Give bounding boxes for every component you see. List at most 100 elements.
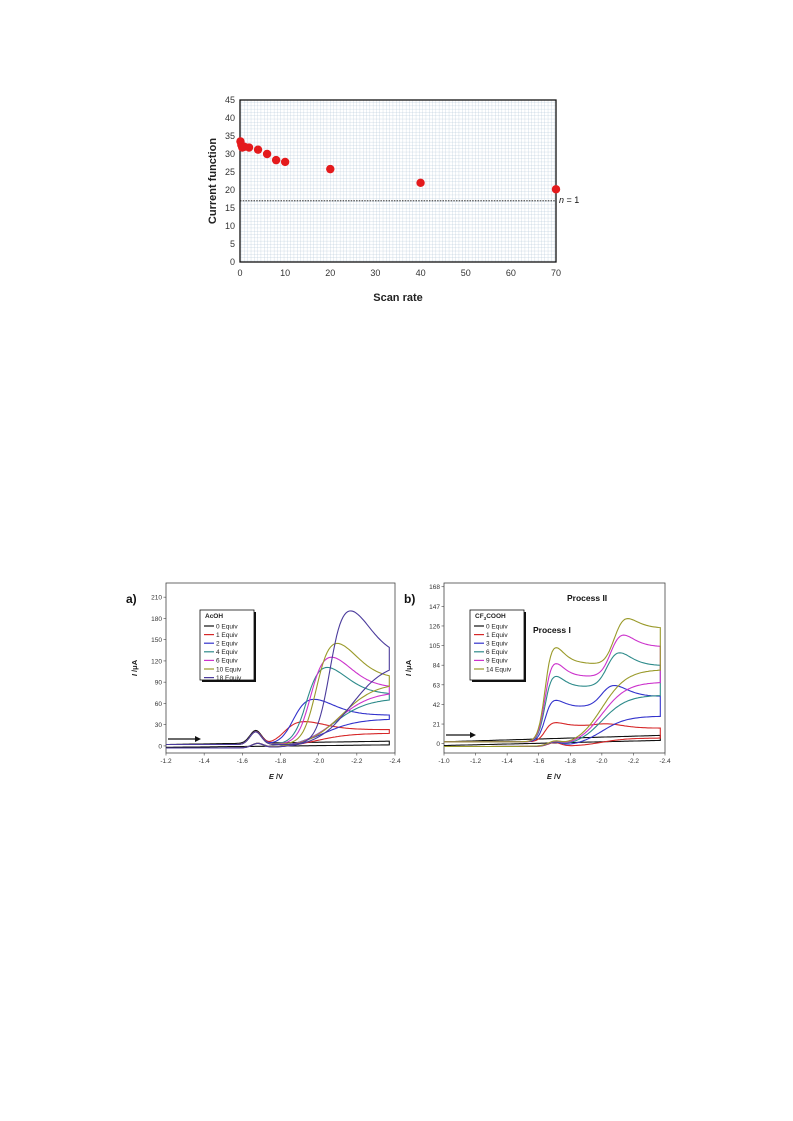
process-i-label: Process I bbox=[533, 625, 571, 635]
panel-a-x-axis-title: E /V bbox=[269, 772, 283, 781]
data-point bbox=[280, 157, 290, 167]
x-tick-label: -1.6 bbox=[237, 758, 249, 765]
panel-b-label: b) bbox=[404, 592, 415, 606]
x-tick-label: -2.0 bbox=[313, 758, 325, 765]
legend-entry: 9 Equiv bbox=[486, 658, 508, 665]
panel-b-y-ticks: 0 21 42 63 84 105 126 147 168 bbox=[429, 584, 444, 748]
y-tick-label: 105 bbox=[429, 643, 440, 650]
y-tick-label: 60 bbox=[155, 701, 163, 708]
y-tick-label: 0 bbox=[436, 741, 440, 748]
data-point bbox=[253, 145, 263, 154]
data-point bbox=[551, 185, 561, 194]
y-tick-label: 42 bbox=[433, 702, 441, 709]
legend-entry: 2 Equiv bbox=[216, 641, 238, 648]
x-tick-label: -1.4 bbox=[502, 758, 514, 765]
x-tick-label: 10 bbox=[280, 268, 290, 278]
cv-curve bbox=[166, 729, 390, 748]
y-tick-label: 120 bbox=[151, 658, 162, 665]
data-point bbox=[262, 149, 272, 159]
data-point bbox=[271, 155, 281, 165]
data-point bbox=[244, 143, 254, 152]
x-tick-label: -1.2 bbox=[470, 758, 482, 765]
panel-a-chart: a) 0 30 60 90 120 150 180 210 -1.2 -1.4 -1.6 -1.8 -… bbox=[126, 582, 401, 781]
y-tick-label: 30 bbox=[155, 722, 163, 729]
panel-a-label: a) bbox=[126, 592, 137, 606]
panel-a-curves bbox=[166, 610, 390, 749]
y-tick-label: 25 bbox=[225, 167, 235, 177]
x-tick-label: -1.4 bbox=[199, 758, 211, 765]
y-tick-label: 84 bbox=[433, 663, 441, 670]
y-tick-label: 147 bbox=[429, 604, 440, 611]
legend-entry: 1 Equiv bbox=[486, 632, 508, 639]
y-tick-labels: 0 5 10 15 20 25 30 35 40 45 bbox=[225, 95, 235, 267]
scatter-points bbox=[236, 137, 561, 194]
y-axis-title: Current function bbox=[207, 138, 219, 224]
y-tick-label: 45 bbox=[225, 95, 235, 105]
y-tick-label: 126 bbox=[429, 623, 440, 630]
x-tick-label: -1.8 bbox=[275, 758, 287, 765]
x-tick-label: -1.2 bbox=[160, 758, 172, 765]
panel-a-y-axis-title: I /μA bbox=[130, 659, 139, 676]
x-tick-label: 40 bbox=[416, 268, 426, 278]
legend-entry: 3 Equiv bbox=[486, 641, 508, 648]
scan-direction-arrow bbox=[446, 732, 476, 738]
x-axis-title: Scan rate bbox=[373, 292, 423, 304]
panel-b-y-axis-title: I /μA bbox=[404, 659, 413, 676]
x-tick-label: 0 bbox=[237, 268, 242, 278]
x-tick-label: -1.8 bbox=[565, 758, 577, 765]
x-tick-label: -1.6 bbox=[533, 758, 545, 765]
y-tick-label: 0 bbox=[158, 743, 162, 750]
legend-entry: 4 Equiv bbox=[216, 649, 238, 656]
x-tick-label: 60 bbox=[506, 268, 516, 278]
legend-entry: 0 Equiv bbox=[216, 623, 238, 630]
y-tick-label: 0 bbox=[230, 257, 235, 267]
data-point bbox=[326, 164, 335, 174]
y-tick-label: 90 bbox=[155, 680, 163, 687]
legend-entry: 0 Equiv bbox=[486, 623, 508, 630]
scatter-chart: 0 5 10 15 20 25 30 35 40 45 0 10 20 30 40 50 60 70 Scan … bbox=[207, 95, 579, 304]
y-tick-label: 15 bbox=[225, 203, 235, 213]
legend-entry: 14 Equiv bbox=[486, 666, 512, 673]
y-tick-label: 10 bbox=[225, 221, 235, 231]
x-tick-label: -2.4 bbox=[659, 758, 671, 765]
y-tick-label: 30 bbox=[225, 149, 235, 159]
legend-entry: 10 Equiv bbox=[216, 666, 242, 673]
cv-curve bbox=[166, 610, 390, 749]
legend-entry: 6 Equiv bbox=[486, 649, 508, 656]
x-tick-label: -2.4 bbox=[389, 758, 401, 765]
cv-curve bbox=[444, 618, 661, 748]
y-tick-label: 63 bbox=[433, 682, 441, 689]
y-tick-label: 150 bbox=[151, 637, 162, 644]
x-tick-label: 70 bbox=[551, 268, 561, 278]
scatter-plot-area bbox=[239, 99, 557, 263]
panel-a-x-ticks: -1.2 -1.4 -1.6 -1.8 -2.0 -2.2 -2.4 bbox=[160, 753, 401, 765]
legend-title: AcOH bbox=[205, 613, 223, 620]
y-tick-label: 168 bbox=[429, 584, 440, 591]
y-tick-label: 35 bbox=[225, 131, 235, 141]
legend-entry: 1 Equiv bbox=[216, 632, 238, 639]
y-tick-label: 5 bbox=[230, 239, 235, 249]
x-tick-label: 20 bbox=[325, 268, 335, 278]
data-point bbox=[416, 178, 425, 187]
x-tick-label: 50 bbox=[461, 268, 471, 278]
reference-line-label: n = 1 bbox=[559, 195, 579, 205]
y-tick-label: 180 bbox=[151, 616, 162, 623]
scan-direction-arrow bbox=[168, 736, 201, 742]
panel-b-x-ticks: -1.0 -1.2 -1.4 -1.6 -1.8 -2.0 -2.2 -2.4 bbox=[438, 753, 671, 765]
x-tick-labels: 0 10 20 30 40 50 60 70 bbox=[237, 268, 561, 278]
legend-title: CF3COOH bbox=[475, 613, 506, 621]
x-tick-label: -2.2 bbox=[628, 758, 640, 765]
y-tick-label: 210 bbox=[151, 595, 162, 602]
x-tick-label: 30 bbox=[370, 268, 380, 278]
panel-a-y-ticks: 0 30 60 90 120 150 180 210 bbox=[151, 595, 166, 750]
x-tick-label: -1.0 bbox=[438, 758, 450, 765]
legend-entry: 18 Equiv bbox=[216, 675, 242, 682]
y-tick-label: 21 bbox=[433, 722, 441, 729]
y-tick-label: 40 bbox=[225, 113, 235, 123]
process-ii-label: Process II bbox=[567, 593, 607, 603]
panel-b-chart: b) 0 21 42 63 84 105 126 147 168 -1.0 -1.2 -1.4 -1.… bbox=[404, 582, 671, 781]
panel-b-curves bbox=[443, 618, 661, 748]
